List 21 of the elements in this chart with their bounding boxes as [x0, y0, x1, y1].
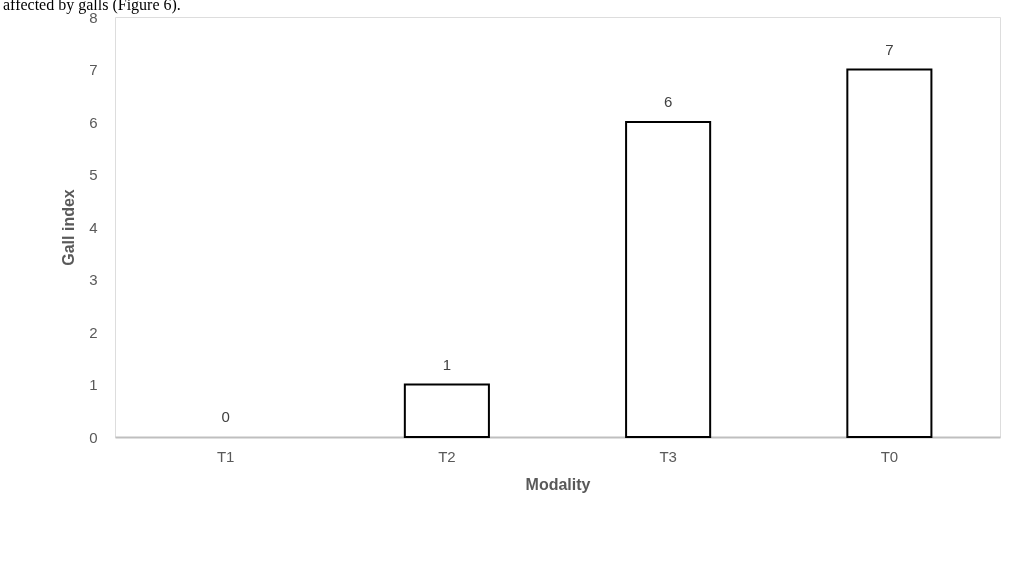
y-tick-label: 0 [89, 428, 98, 446]
bar [625, 121, 712, 438]
data-label: 7 [885, 40, 894, 58]
x-tick-label: T1 [216, 447, 235, 465]
bar [846, 68, 933, 438]
y-tick-label: 2 [89, 323, 98, 341]
x-tick-label: T3 [659, 447, 677, 465]
y-tick-label: 5 [89, 166, 98, 183]
x-tick-label: T0 [880, 447, 899, 465]
x-tick-label: T2 [438, 447, 456, 465]
y-tick-label: 6 [89, 113, 98, 131]
bar [403, 383, 490, 438]
y-tick-label: 3 [89, 271, 98, 288]
y-tick-label: 1 [89, 376, 98, 393]
data-label: 1 [442, 355, 452, 373]
data-label: 0 [221, 408, 230, 425]
x-axis-title: Modality [525, 475, 591, 493]
y-tick-label: 4 [89, 218, 98, 236]
y-axis-title: Gall index [60, 189, 78, 266]
data-label: 6 [663, 93, 673, 110]
y-tick-label: 7 [89, 61, 98, 78]
